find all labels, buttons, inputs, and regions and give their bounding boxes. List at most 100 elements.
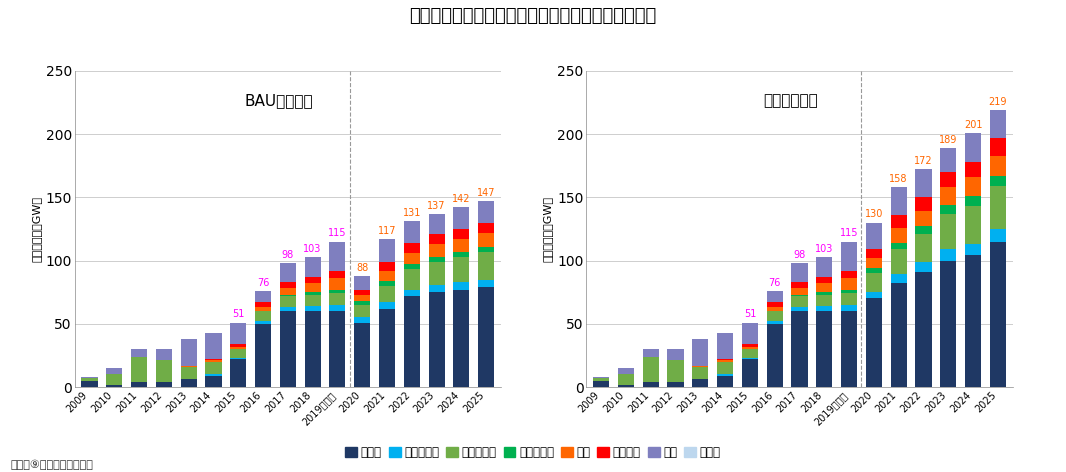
- Bar: [667, 382, 683, 387]
- Bar: [989, 176, 1006, 186]
- Bar: [81, 381, 98, 387]
- Bar: [692, 365, 709, 367]
- Bar: [643, 357, 659, 382]
- Bar: [478, 279, 495, 287]
- Bar: [354, 295, 370, 301]
- Bar: [817, 306, 833, 311]
- Bar: [305, 277, 321, 283]
- Bar: [329, 294, 345, 305]
- Bar: [866, 292, 882, 298]
- Text: 115: 115: [328, 228, 346, 238]
- Bar: [206, 374, 222, 376]
- Bar: [841, 278, 857, 290]
- Bar: [965, 196, 981, 206]
- Bar: [131, 382, 147, 387]
- Bar: [429, 292, 445, 387]
- Bar: [989, 138, 1006, 156]
- Text: 51: 51: [744, 309, 756, 320]
- Text: 219: 219: [988, 97, 1007, 107]
- Bar: [916, 227, 932, 234]
- Bar: [841, 290, 857, 294]
- Text: 147: 147: [477, 188, 496, 198]
- Bar: [593, 381, 610, 387]
- Bar: [692, 339, 709, 365]
- Bar: [329, 242, 345, 270]
- Bar: [429, 234, 445, 244]
- Bar: [742, 344, 758, 346]
- Text: 131: 131: [403, 208, 421, 218]
- Bar: [593, 377, 610, 378]
- Bar: [81, 377, 98, 378]
- Bar: [593, 378, 610, 381]
- Bar: [378, 239, 395, 262]
- Text: 世界の地域別太陽光発電システム導入推移と見通し: 世界の地域別太陽光発電システム導入推移と見通し: [409, 7, 657, 25]
- Text: 76: 76: [769, 278, 781, 288]
- Bar: [378, 262, 395, 270]
- Text: 103: 103: [304, 244, 322, 253]
- Bar: [230, 349, 246, 358]
- Bar: [890, 243, 907, 249]
- Bar: [989, 186, 1006, 229]
- Bar: [453, 290, 469, 387]
- Bar: [206, 362, 222, 374]
- Bar: [692, 367, 709, 379]
- Bar: [817, 311, 833, 387]
- Bar: [404, 243, 420, 253]
- Bar: [989, 229, 1006, 242]
- Bar: [180, 367, 197, 379]
- Bar: [791, 295, 808, 296]
- Bar: [378, 281, 395, 286]
- Bar: [965, 206, 981, 244]
- Bar: [866, 249, 882, 258]
- Bar: [791, 296, 808, 307]
- Bar: [329, 270, 345, 278]
- Bar: [107, 368, 123, 374]
- Bar: [791, 311, 808, 387]
- Bar: [429, 244, 445, 257]
- Bar: [131, 357, 147, 382]
- Y-axis label: 年間導入量（GW）: 年間導入量（GW）: [543, 196, 553, 262]
- Bar: [404, 296, 420, 387]
- Bar: [890, 187, 907, 215]
- Bar: [279, 295, 296, 296]
- Bar: [890, 228, 907, 243]
- Bar: [791, 263, 808, 282]
- Bar: [279, 288, 296, 295]
- Text: 117: 117: [377, 226, 397, 236]
- Bar: [916, 169, 932, 197]
- Bar: [404, 264, 420, 270]
- Text: 98: 98: [793, 250, 806, 260]
- Bar: [940, 205, 956, 214]
- Bar: [791, 307, 808, 311]
- Bar: [404, 270, 420, 290]
- Bar: [305, 283, 321, 292]
- Bar: [305, 292, 321, 295]
- Bar: [131, 349, 147, 357]
- Text: 142: 142: [452, 194, 470, 204]
- Bar: [742, 349, 758, 358]
- Bar: [989, 110, 1006, 138]
- Bar: [742, 346, 758, 349]
- Bar: [453, 257, 469, 282]
- Text: 加速シナリオ: 加速シナリオ: [763, 93, 819, 108]
- Bar: [766, 321, 782, 324]
- Bar: [717, 362, 733, 374]
- Bar: [717, 359, 733, 361]
- Bar: [866, 223, 882, 249]
- Bar: [230, 346, 246, 349]
- Bar: [429, 257, 445, 262]
- Bar: [180, 379, 197, 387]
- Bar: [841, 270, 857, 278]
- Bar: [965, 162, 981, 177]
- Bar: [742, 359, 758, 387]
- Bar: [329, 311, 345, 387]
- Bar: [940, 261, 956, 387]
- Bar: [940, 249, 956, 261]
- Bar: [180, 365, 197, 367]
- Text: BAUシナリオ: BAUシナリオ: [245, 93, 313, 108]
- Text: 98: 98: [281, 250, 294, 260]
- Bar: [916, 197, 932, 211]
- Bar: [989, 242, 1006, 387]
- Bar: [916, 272, 932, 387]
- Bar: [791, 282, 808, 288]
